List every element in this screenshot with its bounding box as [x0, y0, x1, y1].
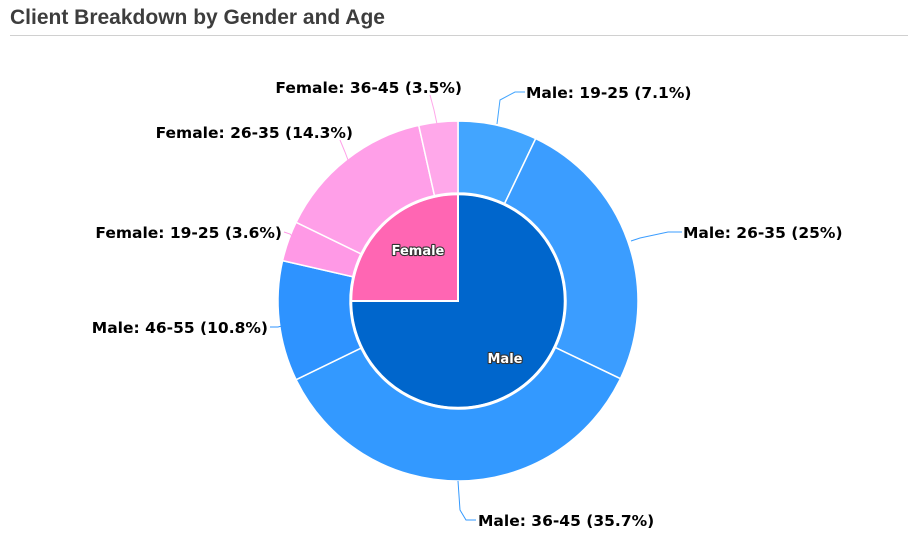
- label-male-36-45-35-7: Male: 36-45 (35.7%): [478, 512, 654, 530]
- inner-pie: [349, 192, 567, 410]
- connector-male-36-45-35-7: [457, 480, 476, 521]
- label-female-26-35-14-3: Female: 26-35 (14.3%): [156, 124, 353, 142]
- title-divider: [10, 35, 908, 36]
- label-male-26-35-25: Male: 26-35 (25%): [683, 224, 843, 242]
- outer-ring: [277, 120, 639, 482]
- label-female-19-25-3-6: Female: 19-25 (3.6%): [95, 224, 282, 242]
- label-male-19-25-7-1: Male: 19-25 (7.1%): [526, 84, 691, 102]
- data-labels: Male Female Male: 19-25 (7.1%) Male: 26-35 …: [92, 79, 843, 530]
- inner-label-male: Male: [488, 352, 523, 367]
- connector-female-36-45-3-5: [429, 94, 438, 125]
- connector-male-19-25-7-1: [496, 91, 525, 125]
- connector-male-26-35-25: [630, 231, 682, 242]
- label-male-46-55-10-8: Male: 46-55 (10.8%): [92, 319, 268, 337]
- label-connectors: [270, 91, 682, 521]
- connector-male-46-55-10-8: [270, 325, 283, 328]
- inner-ring-border: [349, 192, 567, 410]
- connector-female-26-35-14-3: [339, 139, 349, 161]
- chart-title: Client Breakdown by Gender and Age: [10, 6, 385, 29]
- connector-female-19-25-3-6: [283, 231, 296, 240]
- inner-label-female: Female: [392, 244, 445, 259]
- label-female-36-45-3-5: Female: 36-45 (3.5%): [275, 79, 462, 97]
